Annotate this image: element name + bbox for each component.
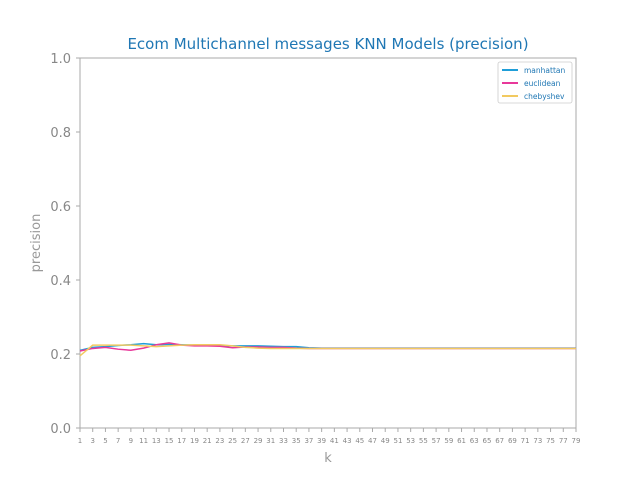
x-tick-label: 23 — [215, 437, 224, 445]
x-tick-label: 79 — [572, 437, 581, 445]
x-tick-label: 31 — [266, 437, 275, 445]
x-tick-label: 73 — [533, 437, 542, 445]
x-tick-label: 65 — [483, 437, 492, 445]
x-tick-label: 57 — [432, 437, 441, 445]
x-tick-label: 7 — [116, 437, 120, 445]
x-tick-label: 27 — [241, 437, 250, 445]
y-tick-label: 0.4 — [50, 274, 71, 289]
x-tick-label: 47 — [368, 437, 377, 445]
y-tick-label: 0.0 — [50, 422, 71, 437]
x-tick-label: 37 — [304, 437, 313, 445]
x-tick-label: 33 — [279, 437, 288, 445]
x-tick-label: 9 — [129, 437, 133, 445]
y-tick-label: 1.0 — [50, 52, 71, 67]
x-tick-label: 51 — [393, 437, 402, 445]
x-tick-label: 61 — [457, 437, 466, 445]
x-tick-label: 59 — [444, 437, 453, 445]
x-tick-label: 35 — [292, 437, 301, 445]
y-axis-ticks: 0.0 0.2 0.4 0.6 0.8 1.0 — [50, 52, 80, 437]
x-tick-label: 71 — [521, 437, 530, 445]
x-tick-label: 39 — [317, 437, 326, 445]
x-tick-label: 75 — [546, 437, 555, 445]
x-tick-label: 13 — [152, 437, 161, 445]
x-tick-label: 3 — [90, 437, 94, 445]
x-tick-label: 55 — [419, 437, 428, 445]
x-tick-label: 45 — [355, 437, 364, 445]
x-tick-label: 41 — [330, 437, 339, 445]
legend-label-manhattan: manhattan — [524, 66, 565, 75]
x-tick-label: 63 — [470, 437, 479, 445]
x-tick-label: 21 — [203, 437, 212, 445]
legend: manhattan euclidean chebyshev — [497, 61, 573, 104]
x-tick-label: 25 — [228, 437, 237, 445]
x-tick-label: 11 — [139, 437, 148, 445]
series-lines — [79, 342, 576, 357]
legend-label-chebyshev: chebyshev — [524, 92, 565, 101]
x-tick-label: 49 — [381, 437, 390, 445]
x-tick-label: 53 — [406, 437, 415, 445]
x-axis-label: k — [324, 451, 332, 466]
x-tick-label: 5 — [103, 437, 107, 445]
chart-title: Ecom Multichannel messages KNN Models (p… — [127, 35, 528, 53]
x-axis-ticks: 1 3 5 7 9 11 13 15 17 19 21 23 25 27 29 31 33 35 37 39 41 43 4… — [78, 428, 581, 445]
x-tick-label: 15 — [165, 437, 174, 445]
x-tick-label: 29 — [254, 437, 263, 445]
x-tick-label: 1 — [78, 437, 82, 445]
y-tick-label: 0.6 — [50, 200, 71, 215]
series-line-chebyshev — [79, 344, 576, 357]
x-tick-label: 19 — [190, 437, 199, 445]
plot-area — [79, 57, 577, 429]
y-axis-label: precision — [29, 214, 44, 273]
x-tick-label: 77 — [559, 437, 568, 445]
legend-box — [497, 61, 573, 104]
x-tick-label: 17 — [177, 437, 186, 445]
y-tick-label: 0.2 — [50, 348, 71, 363]
y-tick-label: 0.8 — [50, 126, 71, 141]
x-tick-label: 43 — [343, 437, 352, 445]
x-tick-label: 69 — [508, 437, 517, 445]
x-tick-label: 67 — [495, 437, 504, 445]
legend-label-euclidean: euclidean — [524, 79, 561, 88]
